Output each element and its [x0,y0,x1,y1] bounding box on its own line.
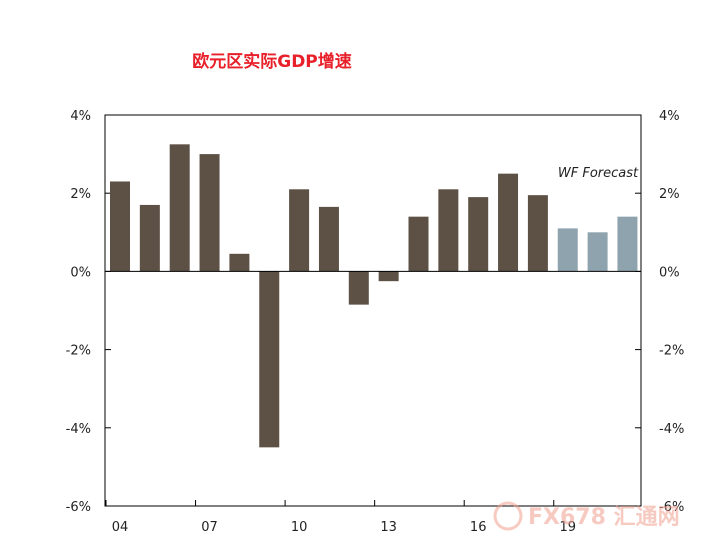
bar [498,173,519,272]
bar [110,181,130,272]
y-tick-label-right: 4% [659,109,680,124]
y-tick-label-right: 0% [659,265,680,280]
bar [199,154,220,272]
forecast-bar [557,228,578,272]
x-tick-label: 16 [470,520,487,535]
bar [289,189,310,272]
x-tick-label: 10 [291,520,308,535]
y-tick-label-right: -6% [659,500,684,515]
x-tick-label: 13 [380,520,397,535]
bar [318,206,339,272]
watermark-text: FX678 汇通网 [528,505,680,530]
forecast-annotation: WF Forecast [558,166,639,181]
bar [378,271,399,282]
y-tick-label-right: -2% [659,344,684,359]
bar [348,271,369,305]
bar [139,204,160,272]
plot-area: 4% 4% 2% 2% 0% 0% -2% -2% -4% -4% -6% -6% 04 07 10 13 16… [66,109,685,535]
bar [169,144,190,272]
watermark: FX678 汇通网 [493,501,680,531]
watermark-logo-icon [493,501,523,531]
y-tick-label-right: 2% [659,187,680,202]
y-tick-label-left: -4% [66,422,91,437]
bar [527,195,548,272]
bar [408,216,429,272]
y-tick-label-left: -6% [66,500,91,515]
plot-frame [104,114,642,507]
x-tick-label: 07 [201,520,218,535]
bar [259,271,280,448]
x-tick-label: 19 [559,520,576,535]
y-tick-label-left: 2% [70,187,91,202]
y-tick-label-left: -2% [66,344,91,359]
chart-title: 欧元区实际GDP增速 [192,51,352,72]
y-tick-label-right: -4% [659,422,684,437]
forecast-bar [617,216,638,272]
bar [468,197,489,272]
bar [229,253,250,272]
y-tick-label-left: 4% [70,109,91,124]
x-tick-label: 04 [112,520,129,535]
bar [438,189,459,272]
forecast-bar [587,232,608,272]
y-tick-label-left: 0% [70,265,91,280]
